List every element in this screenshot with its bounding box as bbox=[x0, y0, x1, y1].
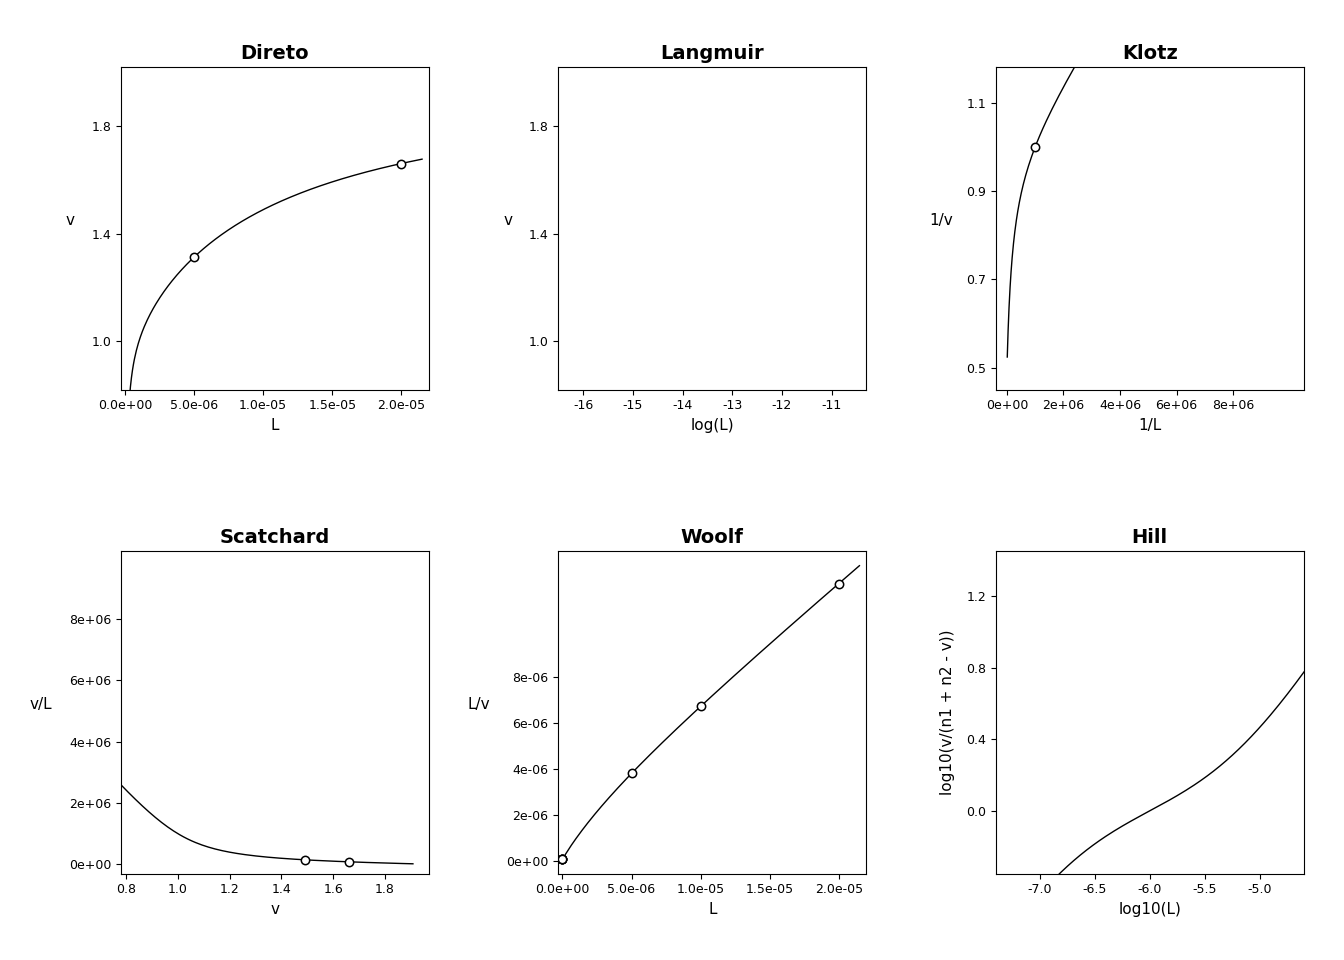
Title: Scatchard: Scatchard bbox=[220, 528, 331, 546]
Y-axis label: v: v bbox=[66, 213, 75, 228]
X-axis label: log10(L): log10(L) bbox=[1118, 901, 1181, 917]
X-axis label: L: L bbox=[270, 418, 280, 433]
Y-axis label: v: v bbox=[504, 213, 512, 228]
Y-axis label: 1/v: 1/v bbox=[929, 213, 953, 228]
Title: Direto: Direto bbox=[241, 44, 309, 62]
Title: Langmuir: Langmuir bbox=[660, 44, 765, 62]
Y-axis label: v/L: v/L bbox=[30, 697, 52, 712]
Title: Klotz: Klotz bbox=[1122, 44, 1177, 62]
Y-axis label: L/v: L/v bbox=[468, 697, 489, 712]
X-axis label: v: v bbox=[270, 901, 280, 917]
X-axis label: 1/L: 1/L bbox=[1138, 418, 1161, 433]
Y-axis label: log10(v/(n1 + n2 - v)): log10(v/(n1 + n2 - v)) bbox=[939, 630, 954, 795]
X-axis label: L: L bbox=[708, 901, 716, 917]
Title: Hill: Hill bbox=[1132, 528, 1168, 546]
Title: Woolf: Woolf bbox=[681, 528, 743, 546]
X-axis label: log(L): log(L) bbox=[691, 418, 734, 433]
